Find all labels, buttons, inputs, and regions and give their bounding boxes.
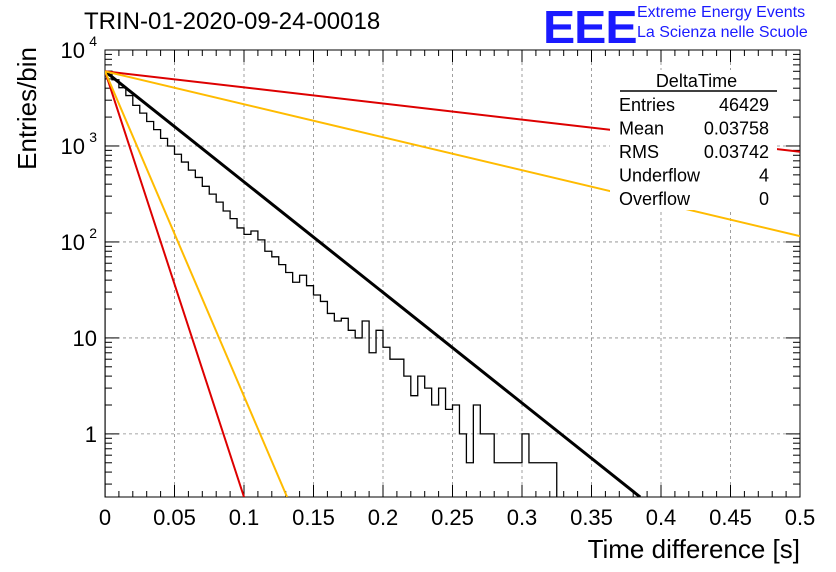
- y-axis-label: Entries/bin: [12, 47, 42, 170]
- stats-label: Entries: [619, 95, 675, 115]
- y-tick-exponent: 4: [89, 33, 97, 49]
- y-tick-label: 10: [61, 230, 85, 255]
- stats-value: 0: [759, 189, 769, 209]
- y-tick-label: 10: [61, 38, 85, 63]
- stats-label: RMS: [619, 142, 659, 162]
- x-tick-label: 0: [99, 505, 111, 530]
- x-tick-label: 0.35: [570, 505, 613, 530]
- stats-value: 0.03758: [704, 119, 769, 139]
- stats-name: DeltaTime: [656, 71, 737, 91]
- x-tick-label: 0.3: [507, 505, 538, 530]
- fit-line: [105, 70, 642, 497]
- x-axis-label: Time difference [s]: [588, 534, 800, 564]
- y-tick-label: 10: [73, 326, 97, 351]
- y-tick-label: 10: [61, 134, 85, 159]
- x-tick-label: 0.15: [292, 505, 335, 530]
- x-tick-label: 0.45: [709, 505, 752, 530]
- x-tick-label: 0.1: [229, 505, 260, 530]
- y-tick-exponent: 2: [89, 225, 97, 241]
- reference-line-4: [105, 70, 289, 497]
- histogram-bars: [105, 70, 558, 497]
- eee-logo-line1: Extreme Energy Events: [637, 4, 806, 21]
- stats-label: Mean: [619, 119, 664, 139]
- x-tick-label: 0.25: [431, 505, 474, 530]
- y-tick-exponent: 3: [89, 129, 97, 145]
- stats-box: [610, 70, 777, 210]
- eee-logo-text: EEE: [543, 1, 638, 53]
- stats-label: Overflow: [619, 189, 691, 209]
- x-tick-label: 0.2: [368, 505, 399, 530]
- x-tick-label: 0.05: [153, 505, 196, 530]
- stats-value: 0.03742: [704, 142, 769, 162]
- reference-line-3: [105, 70, 245, 497]
- stats-value: 4: [759, 166, 769, 186]
- y-tick-label: 1: [85, 422, 97, 447]
- x-tick-label: 0.5: [785, 505, 816, 530]
- stats-value: 46429: [719, 95, 769, 115]
- chart-title: TRIN-01-2020-09-24-00018: [84, 8, 381, 35]
- eee-logo-line2: La Scienza nelle Scuole: [637, 24, 808, 41]
- stats-label: Underflow: [619, 166, 701, 186]
- x-tick-label: 0.4: [646, 505, 677, 530]
